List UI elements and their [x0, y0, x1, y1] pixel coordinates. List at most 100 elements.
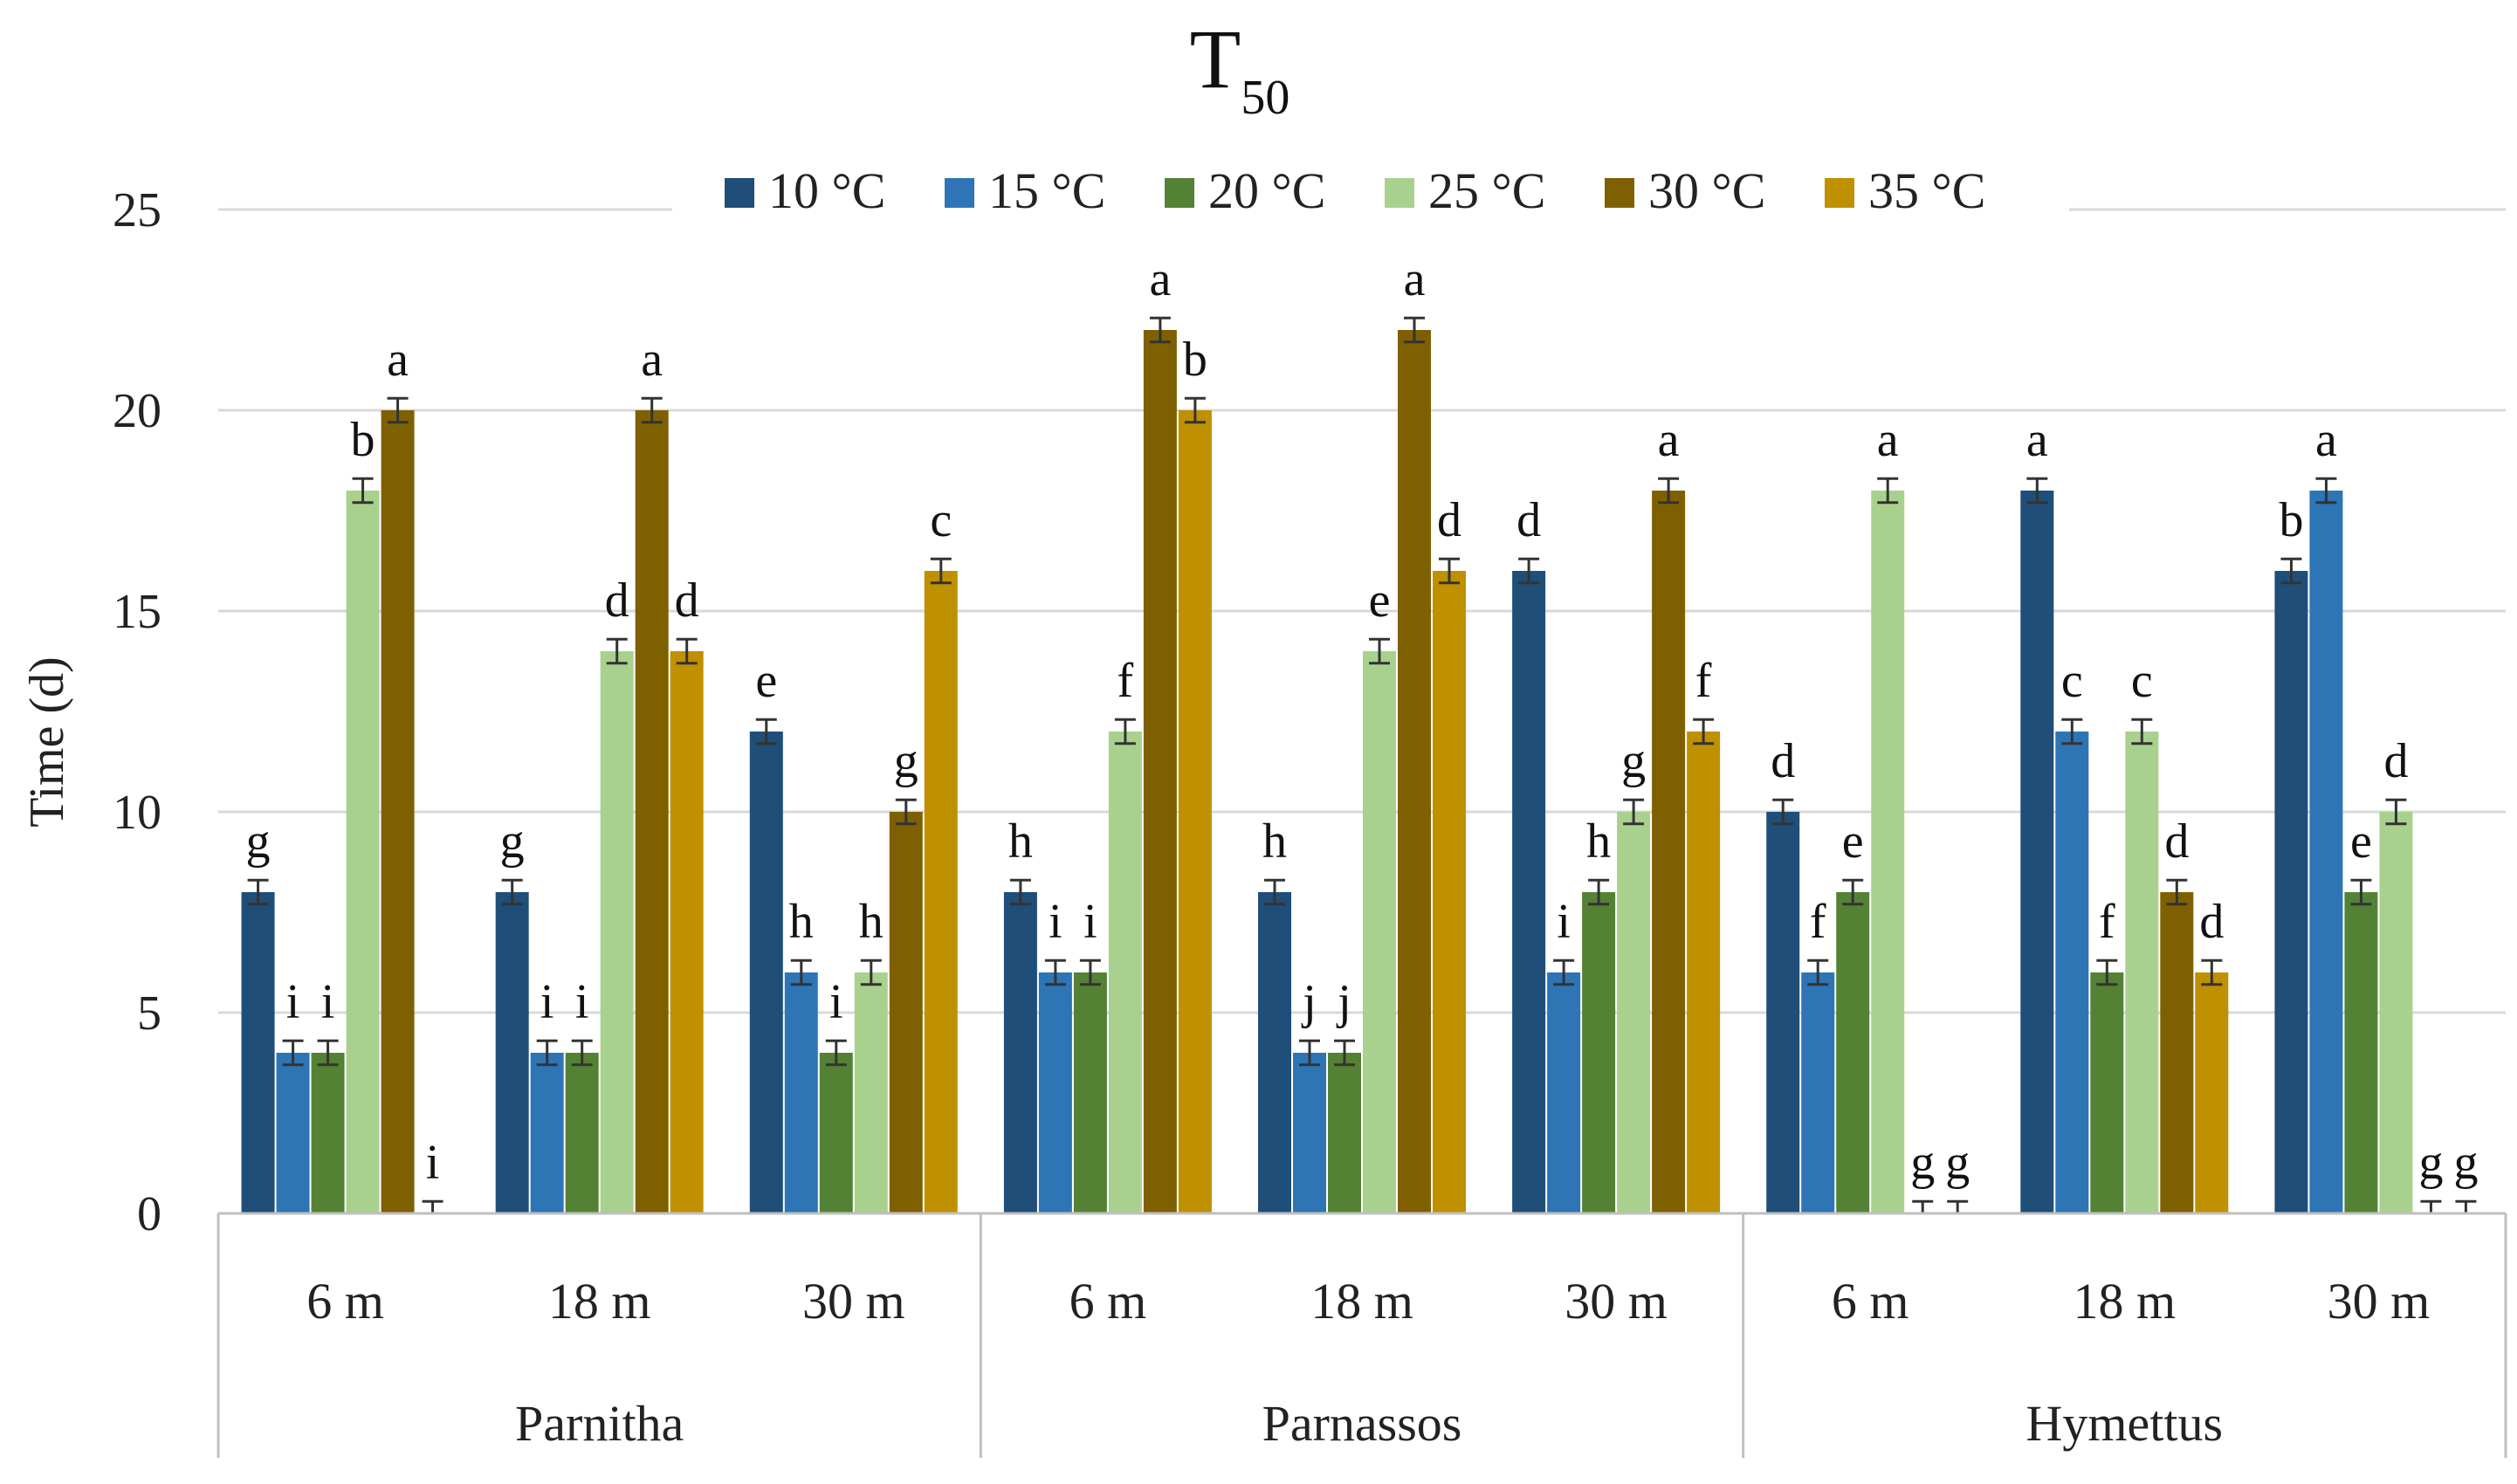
- bar: [1293, 1053, 1326, 1213]
- significance-letter: d: [605, 574, 629, 628]
- legend-label: 35 °C: [1868, 162, 1985, 219]
- bar: [1258, 892, 1291, 1213]
- bar: [2055, 732, 2089, 1213]
- bar: [2344, 892, 2378, 1213]
- significance-letter: e: [755, 654, 777, 708]
- legend-swatch: [1605, 178, 1634, 208]
- significance-letter: a: [1877, 413, 1899, 467]
- bar: [635, 410, 669, 1213]
- significance-letter: g: [894, 734, 918, 788]
- significance-letter: b: [351, 413, 375, 467]
- bar: [854, 972, 888, 1213]
- significance-letter: i: [575, 975, 589, 1029]
- category-label: 6 m: [1832, 1273, 1909, 1329]
- significance-letter: h: [1586, 814, 1611, 869]
- significance-letter: f: [1810, 895, 1826, 949]
- significance-letter: c: [2061, 654, 2083, 708]
- bar: [924, 571, 958, 1213]
- bar: [1871, 491, 1905, 1213]
- y-tick-label: 20: [113, 384, 162, 438]
- significance-letter: i: [829, 975, 843, 1029]
- bar: [276, 1053, 310, 1213]
- significance-letter: i: [540, 975, 554, 1029]
- group-label: Hymettus: [2026, 1395, 2224, 1452]
- category-label: 6 m: [1069, 1273, 1147, 1329]
- legend-swatch: [1165, 178, 1194, 208]
- chart-title-main: T: [1190, 12, 1241, 106]
- significance-letter: e: [2350, 814, 2372, 869]
- significance-letter: j: [1336, 975, 1351, 1029]
- legend-label: 30 °C: [1648, 162, 1765, 219]
- significance-letter: g: [1945, 1136, 1970, 1190]
- category-label: 18 m: [1310, 1273, 1413, 1329]
- bar: [1038, 972, 1072, 1213]
- y-tick-label: 0: [137, 1187, 162, 1241]
- bar: [2274, 571, 2308, 1213]
- bar: [311, 1053, 345, 1213]
- bar: [784, 972, 818, 1213]
- significance-letter: g: [1621, 734, 1646, 788]
- bar: [1398, 330, 1431, 1213]
- y-tick-label: 5: [137, 986, 162, 1041]
- y-axis-title: Time (d): [20, 656, 74, 828]
- y-tick-label: 15: [113, 585, 162, 639]
- significance-letter: a: [387, 333, 409, 387]
- significance-letter: f: [2099, 895, 2115, 949]
- bar: [2090, 972, 2124, 1213]
- legend-swatch: [1825, 178, 1854, 208]
- legend-swatch: [725, 178, 754, 208]
- significance-letter: d: [2199, 895, 2224, 949]
- significance-letter: g: [2453, 1136, 2478, 1190]
- bar: [1433, 571, 1466, 1213]
- significance-letter: b: [1183, 333, 1207, 387]
- category-label: 18 m: [548, 1273, 651, 1329]
- y-axis: 0 5 10 15 20 25: [113, 183, 162, 1241]
- significance-letter: h: [789, 895, 814, 949]
- significance-letter: i: [1049, 895, 1063, 949]
- significance-letter: d: [2164, 814, 2189, 869]
- bar: [2195, 972, 2229, 1213]
- bar: [670, 651, 704, 1213]
- significance-letter: c: [2131, 654, 2153, 708]
- significance-letter: f: [1118, 654, 1134, 708]
- significance-letter: i: [426, 1136, 440, 1190]
- significance-letter: e: [1369, 574, 1391, 628]
- bar: [2379, 812, 2413, 1213]
- significance-letter: h: [1262, 814, 1287, 869]
- bar: [495, 892, 529, 1213]
- bar: [1766, 812, 1800, 1213]
- significance-letter: g: [1910, 1136, 1935, 1190]
- category-label: 30 m: [2328, 1273, 2431, 1329]
- bar: [1836, 892, 1870, 1213]
- bar: [2309, 491, 2343, 1213]
- bar: [1108, 732, 1142, 1213]
- significance-letter: a: [2026, 413, 2048, 467]
- bar: [1687, 732, 1721, 1213]
- bar: [600, 651, 634, 1213]
- bar: [381, 410, 415, 1213]
- bar: [749, 732, 783, 1213]
- significance-letter: a: [641, 333, 663, 387]
- significance-letter: e: [1842, 814, 1864, 869]
- chart-title: T50: [1190, 12, 1290, 125]
- bar: [565, 1053, 599, 1213]
- bar: [1582, 892, 1616, 1213]
- legend-label: 20 °C: [1208, 162, 1325, 219]
- significance-letter: a: [1658, 413, 1680, 467]
- significance-letter: a: [1149, 252, 1171, 306]
- bar: [1547, 972, 1581, 1213]
- significance-letter: i: [1083, 895, 1097, 949]
- x-axis: 6 m 18 m 30 m 6 m 18 m 30 m 6 m 18 m 30 m Parnith…: [217, 1212, 2507, 1458]
- y-tick-label: 25: [113, 183, 162, 237]
- significance-letter: a: [1404, 252, 1426, 306]
- bar: [819, 1053, 853, 1213]
- bar: [1801, 972, 1835, 1213]
- legend: 10 °C 15 °C 20 °C 25 °C 30 °C 35 °C: [672, 153, 2069, 231]
- group-label: Parnassos: [1262, 1395, 1462, 1452]
- significance-letter: f: [1695, 654, 1712, 708]
- bar: [241, 892, 275, 1213]
- bar: [889, 812, 923, 1213]
- bars: [241, 316, 2477, 1215]
